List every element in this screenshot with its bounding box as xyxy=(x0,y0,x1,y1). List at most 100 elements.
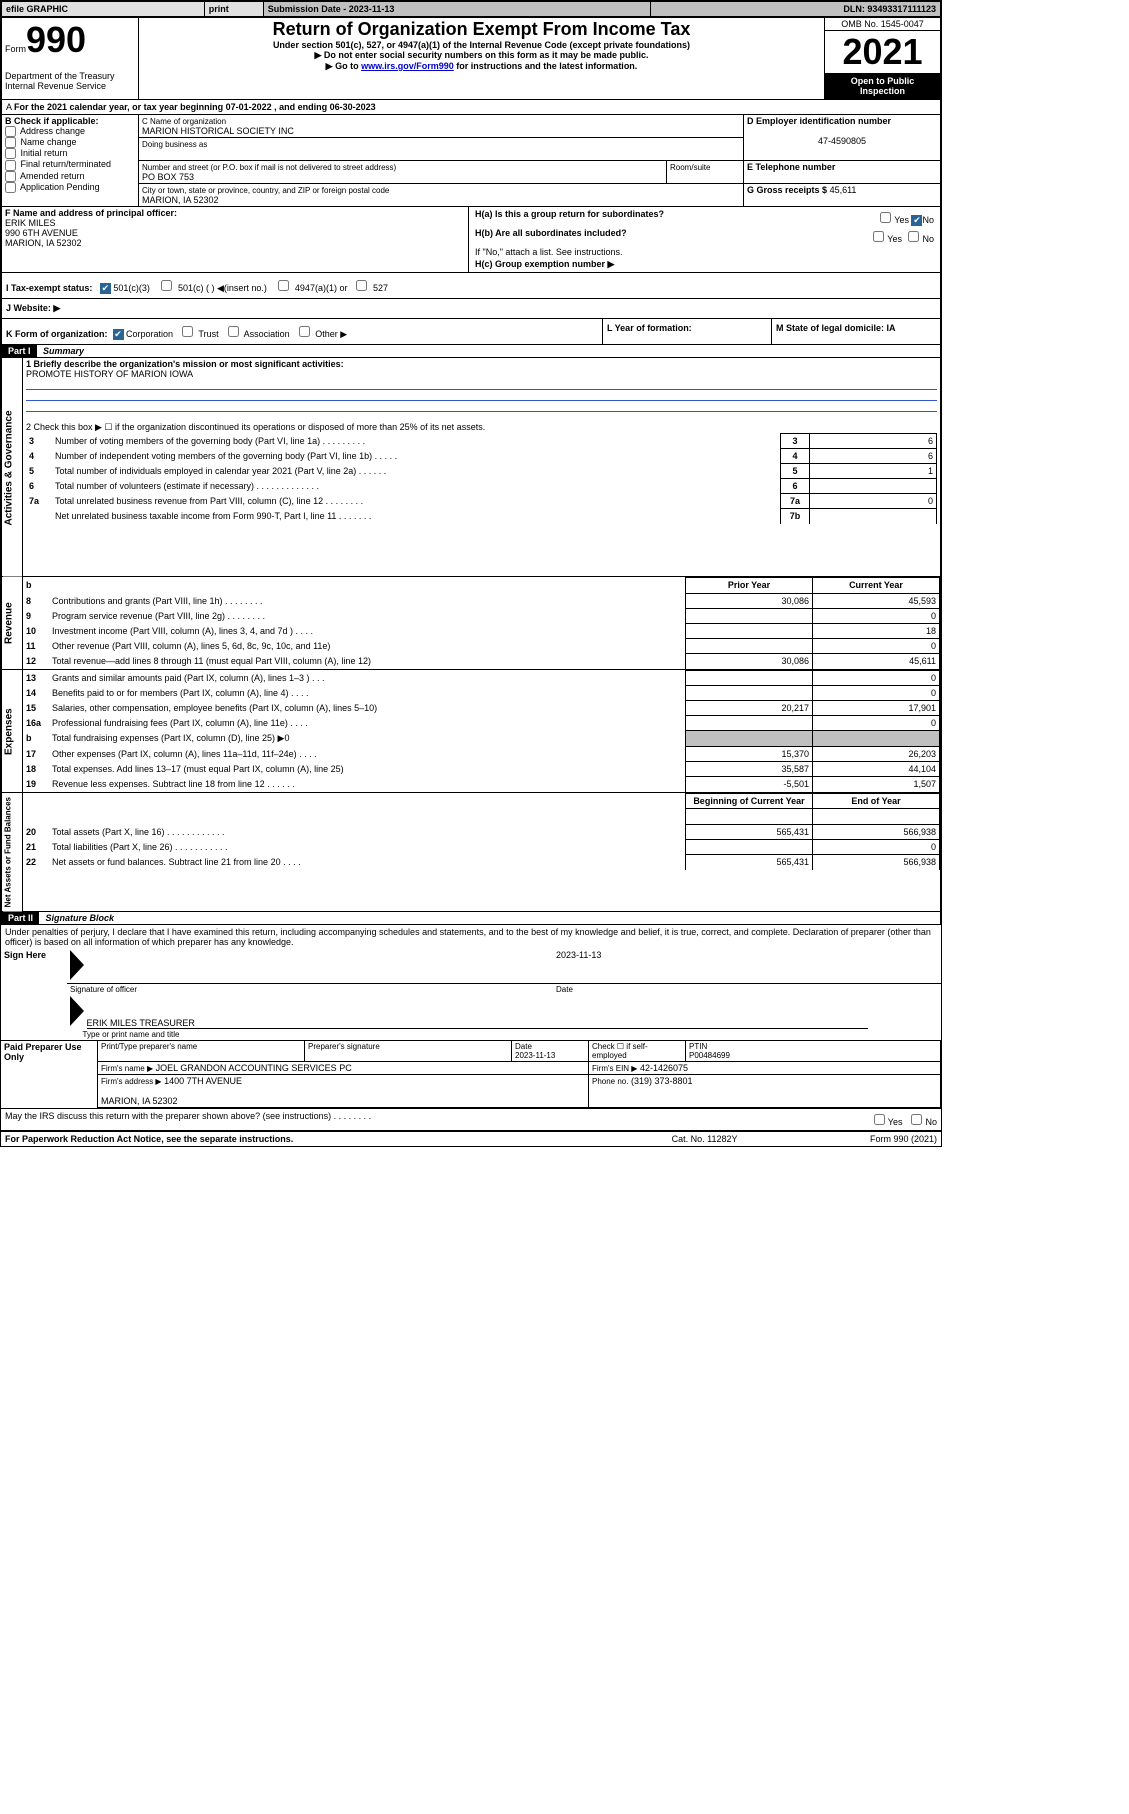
line-j: J Website: ▶ xyxy=(1,299,941,319)
table-row: 17Other expenses (Part IX, column (A), l… xyxy=(23,747,940,762)
pt-date-label: Date xyxy=(515,1042,532,1051)
beginning-year-header: Beginning of Current Year xyxy=(686,794,813,809)
check-application-pending[interactable] xyxy=(5,182,16,193)
table-row: 10Investment income (Part VIII, column (… xyxy=(23,624,940,639)
box-g-label: G Gross receipts $ xyxy=(747,185,827,195)
city-value: MARION, IA 52302 xyxy=(142,195,219,205)
efile-button[interactable]: efile GRAPHIC xyxy=(2,2,205,17)
table-row: 9Program service revenue (Part VIII, lin… xyxy=(23,609,940,624)
mission-text: PROMOTE HISTORY OF MARION IOWA xyxy=(26,369,937,379)
table-row: 19Revenue less expenses. Subtract line 1… xyxy=(23,777,940,792)
ha-no-checked: ✔ xyxy=(911,215,922,226)
footer-bottom: For Paperwork Reduction Act Notice, see … xyxy=(1,1130,941,1146)
check-corp: ✔ xyxy=(113,329,124,340)
sig-officer-label: Signature of officer xyxy=(67,984,553,996)
hb-yes[interactable] xyxy=(873,231,884,242)
box-b-label: B Check if applicable: xyxy=(5,116,99,126)
ha-yes[interactable] xyxy=(880,212,891,223)
part-i-title: Summary xyxy=(39,346,84,356)
dba-label: Doing business as xyxy=(142,140,207,149)
irs-label: Internal Revenue Service xyxy=(5,81,106,91)
firm-phone: (319) 373-8801 xyxy=(631,1076,693,1086)
table-row: 3Number of voting members of the governi… xyxy=(26,434,937,449)
open-inspection: Open to Public Inspection xyxy=(825,73,940,99)
lbl-527: 527 xyxy=(373,283,388,293)
box-f-label: F Name and address of principal officer: xyxy=(5,208,177,218)
officer-group-block: F Name and address of principal officer:… xyxy=(1,207,941,273)
side-activities-governance: Activities & Governance xyxy=(2,358,23,577)
dln: DLN: 93493317111123 xyxy=(650,2,940,17)
netassets-header: Beginning of Current Year End of Year xyxy=(23,793,940,824)
sig-date-label: Date xyxy=(553,984,941,996)
check-501c[interactable] xyxy=(161,280,172,291)
discuss-yes[interactable] xyxy=(874,1114,885,1125)
check-other[interactable] xyxy=(299,326,310,337)
irs-link[interactable]: www.irs.gov/Form990 xyxy=(361,61,454,71)
ptin-label: PTIN xyxy=(689,1042,707,1051)
lbl-4947: 4947(a)(1) or xyxy=(295,283,348,293)
firm-city: MARION, IA 52302 xyxy=(101,1096,178,1106)
goto-pre: ▶ Go to xyxy=(326,61,361,71)
lbl-501c3: 501(c)(3) xyxy=(113,283,150,293)
box-e-label: E Telephone number xyxy=(747,162,835,172)
check-501c3: ✔ xyxy=(100,283,111,294)
print-button[interactable]: print xyxy=(204,2,263,17)
hb-no[interactable] xyxy=(908,231,919,242)
check-amended[interactable] xyxy=(5,171,16,182)
discuss-no[interactable] xyxy=(911,1114,922,1125)
form-number: 990 xyxy=(26,19,86,60)
m-state-domicile: M State of legal domicile: IA xyxy=(772,319,941,345)
street-value: PO BOX 753 xyxy=(142,172,194,182)
lbl-name-change: Name change xyxy=(21,137,77,147)
org-name: MARION HISTORICAL SOCIETY INC xyxy=(142,126,294,136)
table-row: 5Total number of individuals employed in… xyxy=(26,464,937,479)
firm-addr-label: Firm's address ▶ xyxy=(101,1077,162,1086)
print-label: print xyxy=(209,4,229,14)
pen-icon xyxy=(70,996,84,1026)
check-final-return[interactable] xyxy=(5,160,16,171)
check-assoc[interactable] xyxy=(228,326,239,337)
k-label: K Form of organization: xyxy=(6,329,108,339)
table-row: 4Number of independent voting members of… xyxy=(26,449,937,464)
check-address-change[interactable] xyxy=(5,126,16,137)
firm-name-label: Firm's name ▶ xyxy=(101,1064,153,1073)
prior-year-header: Prior Year xyxy=(686,578,813,593)
end-year-header: End of Year xyxy=(813,794,940,809)
check-4947[interactable] xyxy=(278,280,289,291)
i-label: I Tax-exempt status: xyxy=(6,283,92,293)
part-i-badge: Part I xyxy=(2,345,37,357)
room-suite-label: Room/suite xyxy=(670,163,710,172)
officer-name-title: ERIK MILES TREASURER xyxy=(87,1018,195,1028)
lbl-address-change: Address change xyxy=(20,126,85,136)
may-discuss: May the IRS discuss this return with the… xyxy=(1,1109,813,1131)
mission-line xyxy=(26,379,937,390)
lbl-other: Other ▶ xyxy=(315,329,347,339)
h-b-label: H(b) Are all subordinates included? xyxy=(475,228,627,238)
governance-rows: 3Number of voting members of the governi… xyxy=(26,433,937,524)
sign-date-value: 2023-11-13 xyxy=(553,949,941,984)
check-initial-return[interactable] xyxy=(5,148,16,159)
footer: May the IRS discuss this return with the… xyxy=(1,1108,941,1130)
part-ii-title: Signature Block xyxy=(42,913,115,923)
table-row: bTotal fundraising expenses (Part IX, co… xyxy=(23,731,940,747)
cat-no: Cat. No. 11282Y xyxy=(627,1131,783,1146)
table-row: Net unrelated business taxable income fr… xyxy=(26,509,937,524)
firm-name: JOEL GRANDON ACCOUNTING SERVICES PC xyxy=(156,1063,352,1073)
check-527[interactable] xyxy=(356,280,367,291)
form-subtitle: Under section 501(c), 527, or 4947(a)(1)… xyxy=(142,40,821,50)
l-year-formation: L Year of formation: xyxy=(603,319,772,345)
check-name-change[interactable] xyxy=(5,137,16,148)
check-trust[interactable] xyxy=(182,326,193,337)
sign-here-label: Sign Here xyxy=(1,949,67,995)
side-expenses: Expenses xyxy=(2,670,23,793)
table-row: 12Total revenue—add lines 8 through 11 (… xyxy=(23,654,940,669)
street-label: Number and street (or P.O. box if mail i… xyxy=(142,163,396,172)
table-row: 15Salaries, other compensation, employee… xyxy=(23,701,940,716)
lbl-initial-return: Initial return xyxy=(21,148,68,158)
table-row: 18Total expenses. Add lines 13–17 (must … xyxy=(23,762,940,777)
form-number-footer: Form 990 (2021) xyxy=(783,1131,941,1146)
side-net-assets: Net Assets or Fund Balances xyxy=(2,793,23,912)
line-k: K Form of organization: ✔ Corporation Tr… xyxy=(1,319,941,345)
h-c-label: H(c) Group exemption number ▶ xyxy=(472,258,937,271)
top-toolbar: efile GRAPHIC print Submission Date - 20… xyxy=(1,1,941,17)
